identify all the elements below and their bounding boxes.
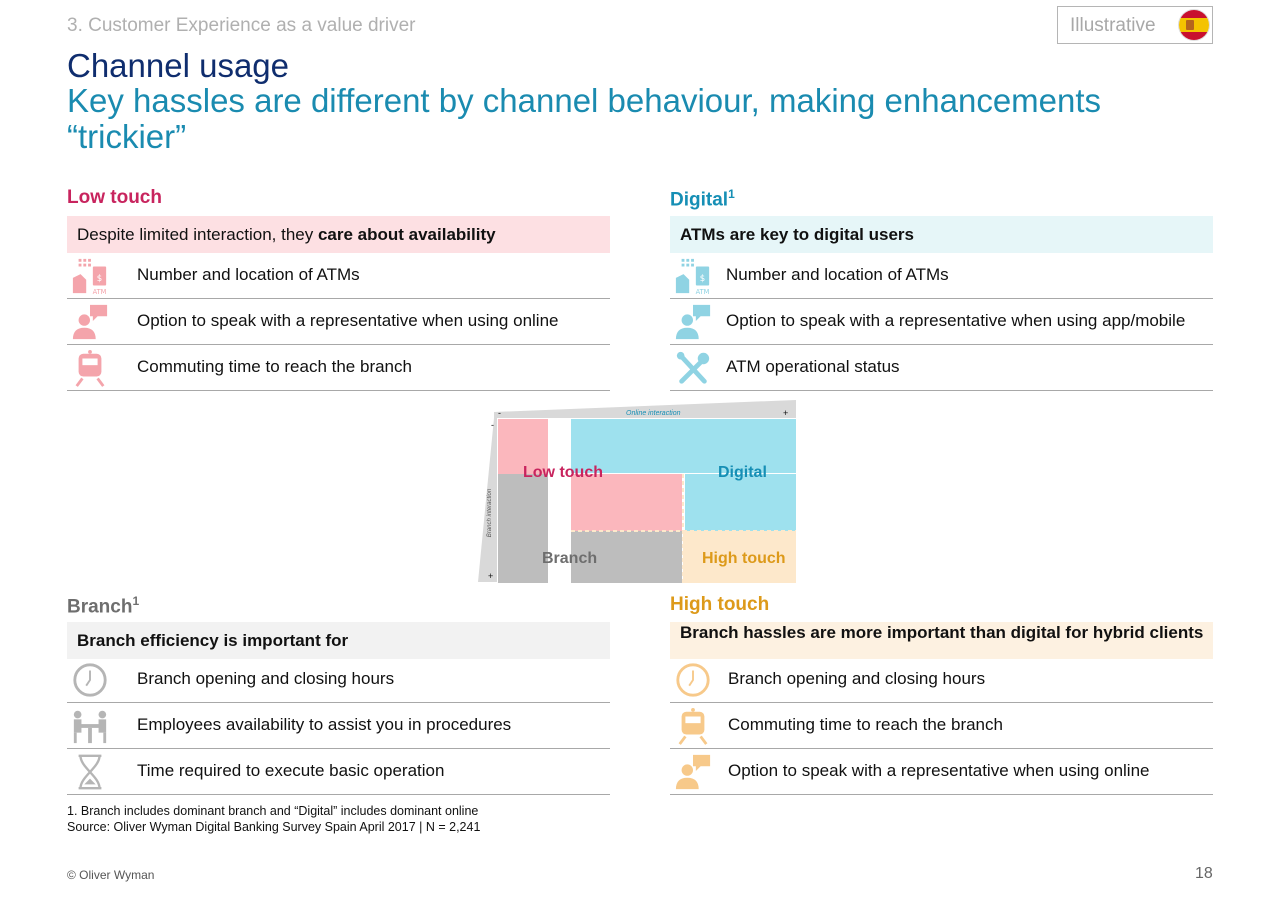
page-number: 18	[1195, 865, 1213, 882]
list-item: Option to speak with a representative wh…	[670, 299, 1213, 345]
representative-chat-icon	[72, 304, 108, 340]
list-item: Time required to execute basic operation	[67, 749, 610, 795]
section-label: 3. Customer Experience as a value driver	[67, 15, 416, 36]
branch-footnote-marker: 1	[132, 594, 140, 608]
list-item-text: Branch opening and closing hours	[137, 669, 395, 688]
list-item-text: Commuting time to reach the branch	[728, 715, 1003, 734]
list-item: Option to speak with a representative wh…	[670, 749, 1213, 795]
matrix-label-low-touch: Low touch	[523, 464, 603, 481]
branch-banner: Branch efficiency is important for	[67, 622, 610, 659]
svg-text:$: $	[700, 274, 705, 284]
train-icon	[678, 707, 708, 745]
list-item-text: ATM operational status	[726, 357, 900, 376]
list-item-text: Commuting time to reach the branch	[137, 357, 412, 376]
list-item-text: Branch opening and closing hours	[728, 669, 986, 688]
train-icon	[75, 349, 105, 387]
list-item-text: Option to speak with a representative wh…	[726, 311, 1186, 330]
list-item-text: Number and location of ATMs	[137, 265, 360, 284]
list-item: Employees availability to assist you in …	[67, 703, 610, 749]
representative-chat-icon	[675, 304, 711, 340]
list-item: $ ATM Number and location of ATMs	[67, 253, 610, 299]
digital-area-inner	[685, 474, 796, 531]
representative-chat-icon	[675, 754, 711, 790]
employee-desk-icon	[73, 710, 107, 744]
footnote-1: 1. Branch includes dominant branch and “…	[67, 804, 479, 818]
list-item: $ ATM Number and location of ATMs	[670, 253, 1213, 299]
matrix-dividers	[548, 419, 796, 583]
source-note: Source: Oliver Wyman Digital Banking Sur…	[67, 820, 481, 834]
illustrative-label: Illustrative	[1070, 15, 1156, 36]
list-item: Branch opening and closing hours	[670, 657, 1213, 703]
low-touch-banner: Despite limited interaction, they care a…	[67, 216, 610, 253]
low-touch-banner-text: Despite limited interaction, they	[77, 224, 318, 244]
list-item-text: Option to speak with a representative wh…	[137, 311, 559, 330]
digital-heading-text: Digital	[670, 189, 729, 211]
matrix-label-digital: Digital	[718, 464, 767, 481]
branch-area	[498, 474, 548, 583]
x-axis-minus: -	[498, 408, 501, 418]
atm-icon: $ ATM	[72, 258, 107, 295]
list-item-text: Option to speak with a representative wh…	[728, 761, 1150, 780]
y-axis-minus: -	[491, 420, 494, 430]
list-item: Branch opening and closing hours	[67, 657, 610, 703]
matrix-axes	[478, 400, 796, 582]
clock-icon	[73, 663, 107, 697]
digital-footnote-marker: 1	[728, 187, 735, 201]
svg-text:$: $	[97, 274, 102, 284]
x-axis-plus: +	[783, 408, 789, 418]
spain-flag-icon	[1179, 10, 1209, 40]
branch-heading-text: Branch	[67, 596, 133, 618]
y-axis-plus: +	[488, 571, 494, 581]
digital-area	[571, 419, 796, 473]
svg-text:ATM: ATM	[93, 288, 107, 295]
list-item: ATM operational status	[670, 345, 1213, 391]
page-title: Channel usage	[67, 47, 290, 84]
branch-area-inner	[571, 531, 682, 583]
list-item: Option to speak with a representative wh…	[67, 299, 610, 345]
matrix-label-high-touch: High touch	[702, 550, 786, 567]
x-axis-label: Online interaction	[626, 410, 681, 417]
branch-heading: Branch1	[67, 594, 139, 618]
list-item: Commuting time to reach the branch	[67, 345, 610, 391]
tools-icon	[676, 351, 710, 384]
list-item-text: Time required to execute basic operation	[137, 761, 445, 780]
high-touch-area	[683, 531, 796, 583]
low-touch-heading: Low touch	[67, 187, 162, 208]
list-item-text: Number and location of ATMs	[726, 265, 949, 284]
channel-matrix: Online interaction - + - + Branch intera…	[478, 400, 798, 585]
high-touch-heading: High touch	[670, 594, 770, 615]
digital-banner: ATMs are key to digital users	[670, 216, 1213, 253]
atm-icon: $ ATM	[675, 258, 710, 295]
copyright: © Oliver Wyman	[67, 868, 155, 882]
digital-heading: Digital1	[670, 187, 735, 211]
y-axis-label: Branch interaction	[487, 488, 494, 538]
low-touch-banner-bold: care about availability	[317, 224, 496, 244]
illustrative-badge: Illustrative	[1057, 6, 1213, 44]
page-subtitle: Key hassles are different by channel beh…	[67, 82, 1102, 155]
hourglass-icon	[78, 754, 102, 790]
clock-icon	[676, 663, 710, 697]
high-touch-banner: Branch hassles are more important than d…	[670, 622, 1213, 659]
list-item: Commuting time to reach the branch	[670, 703, 1213, 749]
footnotes: 1. Branch includes dominant branch and “…	[67, 803, 480, 835]
list-item-text: Employees availability to assist you in …	[137, 715, 512, 734]
low-touch-area	[498, 419, 548, 474]
matrix-label-branch: Branch	[542, 550, 598, 567]
svg-text:ATM: ATM	[696, 288, 710, 295]
low-touch-area-inner	[571, 474, 682, 531]
